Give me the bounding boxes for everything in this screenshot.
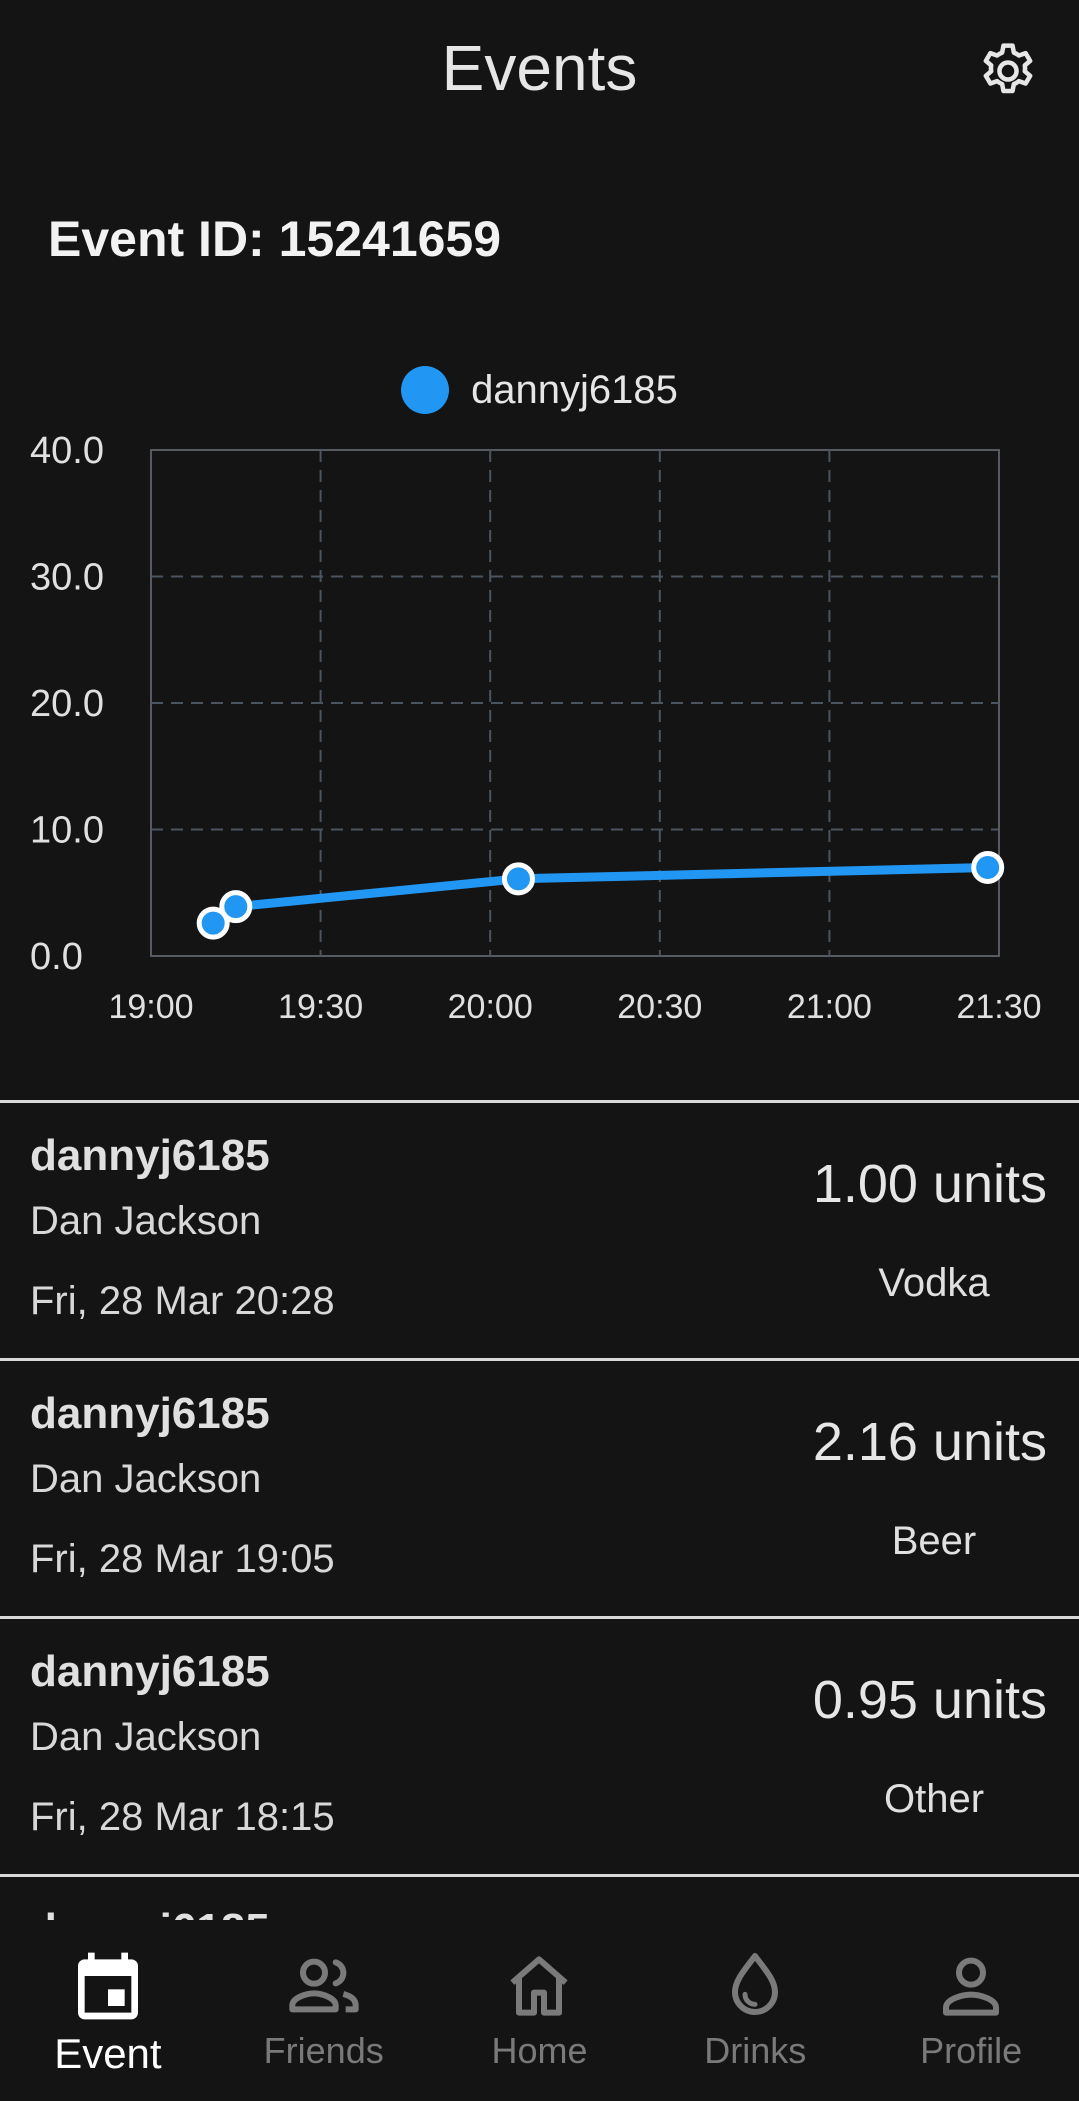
list-item[interactable]: dannyj6185: [0, 1874, 1079, 1920]
people-icon: [289, 1958, 359, 2013]
data-point: [196, 906, 230, 940]
item-units: 2.16 units: [812, 1412, 1047, 1472]
item-units: 1.00 units: [812, 1154, 1047, 1214]
nav-item-drinks[interactable]: Drinks: [647, 1920, 863, 2101]
page-title: Events: [441, 32, 638, 104]
nav-item-home[interactable]: Home: [432, 1920, 648, 2101]
nav-label-friends: Friends: [263, 2030, 384, 2071]
item-fullname: Dan Jackson: [30, 1715, 262, 1759]
nav-item-profile[interactable]: Profile: [863, 1920, 1079, 2101]
data-point: [219, 890, 253, 924]
item-username: dannyj6185: [30, 1647, 270, 1696]
data-point: [501, 862, 535, 896]
item-drink-type: Other: [883, 1777, 985, 1821]
item-drink-type: Beer: [891, 1519, 977, 1563]
home-icon: [510, 1956, 569, 2016]
legend-dot: [401, 366, 450, 414]
list-item[interactable]: dannyj6185 Dan Jackson Fri, 28 Mar 20:28…: [0, 1100, 1079, 1356]
x-tick-label: 20:30: [617, 988, 702, 1026]
person-icon: [943, 1957, 1000, 2016]
y-tick-label: 0.0: [30, 936, 83, 978]
y-tick-label: 20.0: [30, 683, 104, 725]
settings-button[interactable]: [973, 36, 1043, 106]
y-tick-label: 10.0: [30, 810, 104, 852]
item-username: dannyj6185: [30, 1131, 270, 1180]
chart-legend: dannyj6185: [0, 360, 1079, 420]
x-tick-label: 21:00: [787, 988, 872, 1026]
item-units: 0.95 units: [812, 1670, 1047, 1730]
nav-label-profile: Profile: [920, 2030, 1023, 2071]
y-tick-label: 40.0: [30, 430, 104, 472]
item-username: dannyj6185: [30, 1905, 270, 1920]
event-id-label: Event ID: 15241659: [48, 211, 502, 267]
item-fullname: Dan Jackson: [30, 1457, 262, 1501]
bottom-nav: Event Friends Home Drinks: [0, 1920, 1079, 2101]
calendar-icon: [77, 1952, 138, 2020]
series-line: [208, 863, 993, 928]
data-point: [971, 850, 1005, 884]
item-drink-type: Vodka: [878, 1261, 990, 1305]
nav-label-drinks: Drinks: [704, 2030, 807, 2071]
x-tick-label: 20:00: [448, 988, 533, 1026]
item-datetime: Fri, 28 Mar 20:28: [30, 1279, 335, 1323]
item-username: dannyj6185: [30, 1389, 270, 1438]
item-datetime: Fri, 28 Mar 18:15: [30, 1795, 335, 1839]
nav-label-home: Home: [491, 2030, 588, 2071]
list-item[interactable]: dannyj6185 Dan Jackson Fri, 28 Mar 19:05…: [0, 1358, 1079, 1614]
x-tick-label: 19:30: [278, 988, 363, 1026]
drink-units-chart: 19:00 19:30 20:00 20:30 21:00 21:30 0.0 10.0 20.…: [30, 430, 1042, 1026]
nav-label-event: Event: [54, 2030, 162, 2077]
nav-item-friends[interactable]: Friends: [216, 1920, 432, 2101]
y-tick-label: 30.0: [30, 557, 104, 599]
drop-icon: [732, 1953, 779, 2015]
list-item[interactable]: dannyj6185 Dan Jackson Fri, 28 Mar 18:15…: [0, 1616, 1079, 1872]
item-datetime: Fri, 28 Mar 19:05: [30, 1537, 335, 1581]
legend-label: dannyj6185: [471, 367, 678, 412]
item-fullname: Dan Jackson: [30, 1199, 262, 1243]
drink-list: dannyj6185 Dan Jackson Fri, 28 Mar 20:28…: [0, 1100, 1079, 1920]
x-tick-label: 19:00: [108, 988, 193, 1026]
x-tick-label: 21:30: [956, 988, 1041, 1026]
gear-icon: [983, 43, 1033, 94]
nav-item-event[interactable]: Event: [0, 1920, 216, 2101]
